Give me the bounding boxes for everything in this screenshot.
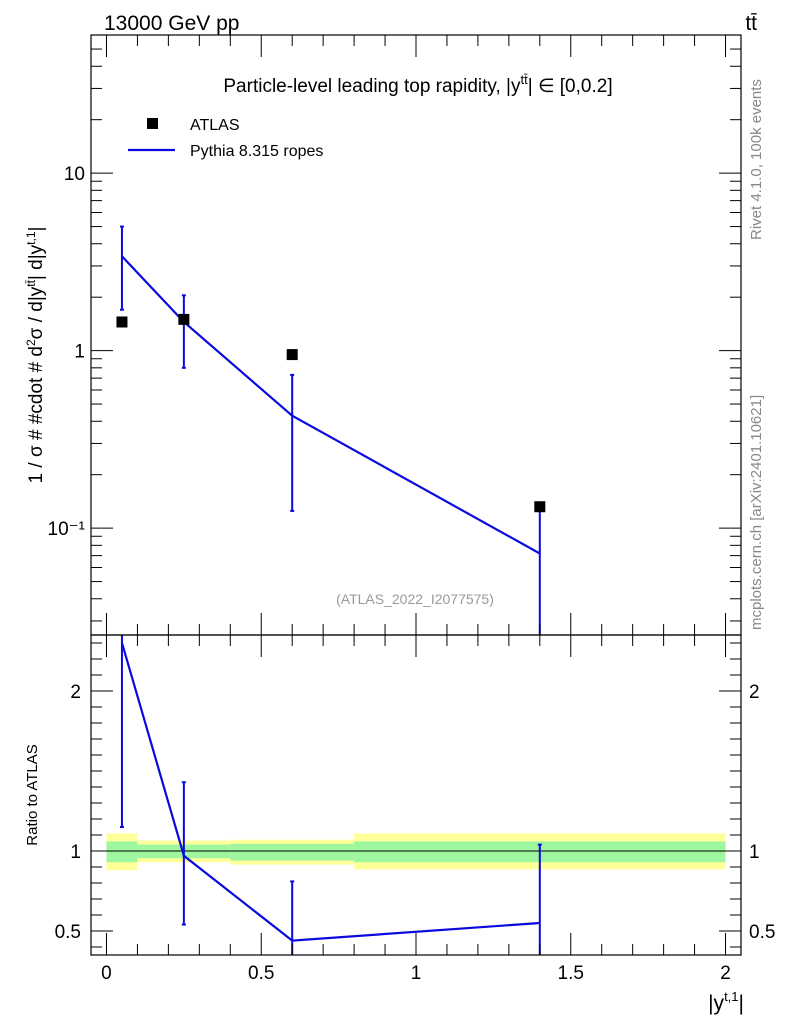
x-tick-label: 1 (411, 963, 422, 984)
legend-pythia-label: Pythia 8.315 ropes (190, 143, 323, 160)
x-tick-label: 0 (101, 963, 112, 984)
uncertainty-band-green (230, 843, 355, 861)
ratio-y-tick-label: 0.5 (55, 922, 81, 943)
x-tick-label: 0.5 (248, 963, 274, 984)
legend: ATLAS Pythia 8.315 ropes (128, 117, 323, 160)
ratio-series-line (120, 642, 540, 942)
ratio-y-tick-label-right: 0.5 (749, 922, 775, 943)
main-y-axis-label: 1 / σ # #cdot # d2σ / d|ytt̄| d|yt,1| (24, 227, 47, 484)
ratio-y-tick-label: 1 (70, 842, 81, 863)
atlas-data-point (286, 349, 298, 361)
ratio-panel: 0 0.5 1 1.5 2 0.5 0.5 1 1 2 2 Ratio to ATLAS |yt,1… (24, 634, 775, 1015)
atlas-data-point (116, 316, 128, 328)
ratio-y-tick-label: 2 (70, 682, 81, 703)
x-tick-label: 1.5 (558, 963, 584, 984)
main-frame (90, 34, 742, 636)
y-tick-label: 10 (64, 164, 85, 185)
mcplots-source-label: mcplots.cern.ch [arXiv:2401.10621] (748, 395, 765, 630)
watermark-analysis-id: (ATLAS_2022_I2077575) (336, 591, 494, 607)
ratio-frame (90, 634, 742, 956)
main-title: Particle-level leading top rapidity, |yt… (223, 72, 612, 97)
legend-atlas-label: ATLAS (190, 117, 240, 134)
uncertainty-band-green (106, 841, 138, 863)
atlas-data-point (178, 313, 190, 325)
legend-atlas-marker (147, 118, 158, 129)
ratio-y-axis-label: Ratio to ATLAS (24, 744, 41, 845)
x-tick-label: 2 (720, 963, 731, 984)
y-tick-label: 1 (74, 342, 85, 363)
rivet-version-label: Rivet 4.1.0, 100k events (748, 79, 765, 240)
process-label: tt̄ (745, 12, 757, 35)
pythia-series-line (121, 255, 541, 555)
x-axis-label: |yt,1| (708, 989, 744, 1015)
y-tick-label: 10⁻¹ (48, 519, 86, 540)
ratio-y-tick-label-right: 1 (749, 842, 760, 863)
ratio-y-tick-label-right: 2 (749, 682, 760, 703)
atlas-data-point (534, 501, 546, 513)
main-panel: 10⁻¹ 1 10 Particle-level leading top rapid… (24, 34, 742, 636)
collision-energy-label: 13000 GeV pp (104, 12, 239, 35)
